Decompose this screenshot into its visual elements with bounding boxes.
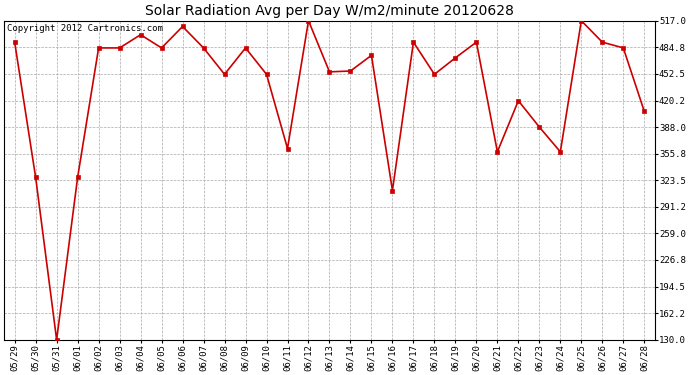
Title: Solar Radiation Avg per Day W/m2/minute 20120628: Solar Radiation Avg per Day W/m2/minute …	[145, 4, 514, 18]
Text: Copyright 2012 Cartronics.com: Copyright 2012 Cartronics.com	[8, 24, 164, 33]
